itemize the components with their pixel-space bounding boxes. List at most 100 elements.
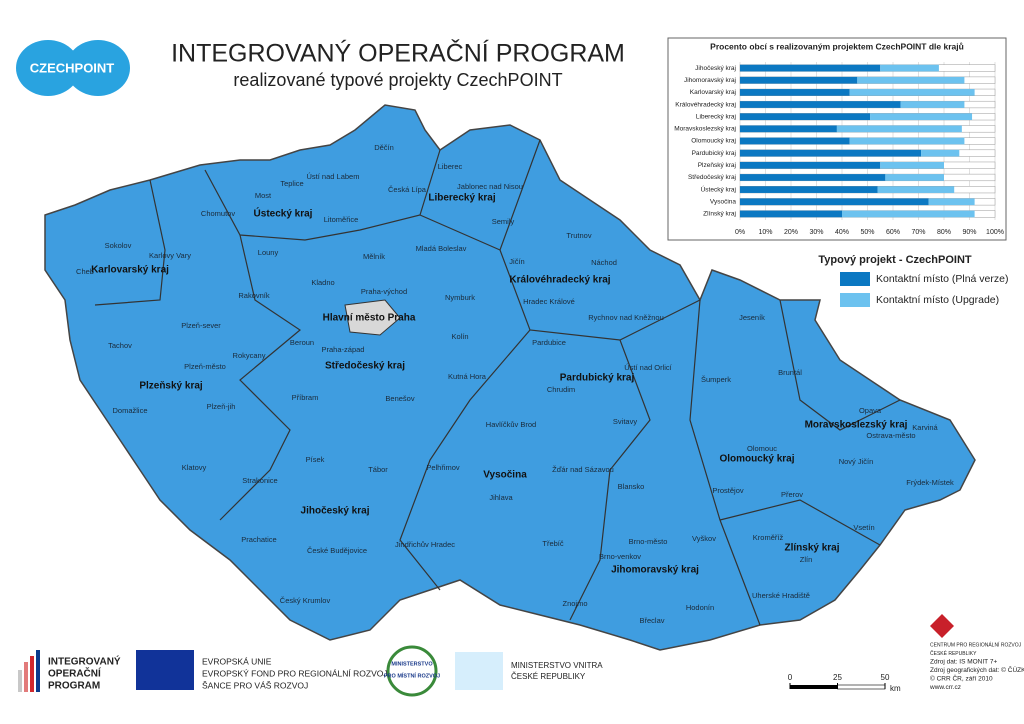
- mmr-text: PRO MÍSTNÍ ROZVOJ: [384, 671, 440, 679]
- logo: CZECHPOINT: [16, 40, 130, 96]
- district-label: Jihlava: [489, 493, 513, 502]
- credit-text: Zdroj dat: IS MONIT 7+: [930, 659, 997, 666]
- district-label: Pardubice: [532, 338, 566, 347]
- district-label: Prachatice: [241, 535, 276, 544]
- bar: [849, 137, 965, 145]
- district-label: Ostrava-město: [866, 431, 915, 440]
- y-tick-label: Vysočina: [710, 198, 737, 205]
- district-label: Rakovník: [238, 291, 270, 300]
- x-tick-label: 30%: [809, 229, 823, 236]
- district-label: Mladá Boleslav: [416, 244, 467, 253]
- x-tick-label: 40%: [835, 229, 849, 236]
- district-label: Jičín: [509, 257, 524, 266]
- logo-text: CZECHPOINT: [30, 60, 115, 75]
- district-label: Česká Lípa: [388, 185, 427, 194]
- district-label: Karviná: [912, 423, 938, 432]
- district-label: Svitavy: [613, 417, 637, 426]
- bar: [740, 210, 842, 218]
- district-label: Rokycany: [233, 351, 266, 360]
- district-label: Břeclav: [639, 616, 664, 625]
- district-label: České Budějovice: [307, 546, 367, 555]
- district-label: Pelhřimov: [426, 463, 460, 472]
- district-label: Mělník: [363, 252, 385, 261]
- district-label: Hradec Králové: [523, 297, 575, 306]
- country-shape: [44, 104, 976, 651]
- region-label: Středočeský kraj: [325, 361, 405, 372]
- district-label: Kolín: [451, 332, 468, 341]
- region-label: Hlavní město Praha: [323, 313, 416, 324]
- x-tick-label: 90%: [962, 229, 976, 236]
- legend-label: Kontaktní místo (Plná verze): [876, 273, 1008, 285]
- district-label: Havlíčkův Brod: [486, 420, 536, 429]
- district-label: Plzeň-jih: [207, 402, 236, 411]
- bar: [740, 101, 901, 108]
- district-label: Český Krumlov: [280, 596, 331, 605]
- bar: [880, 161, 944, 169]
- x-tick-label: 20%: [784, 229, 798, 236]
- district-label: Nymburk: [445, 293, 475, 302]
- x-tick-label: 100%: [986, 229, 1004, 236]
- district-label: Znojmo: [562, 599, 587, 608]
- district-label: Vsetín: [853, 523, 874, 532]
- scale-label: 50: [881, 673, 890, 682]
- scale-bar-segment: [837, 684, 886, 690]
- district-label: Sokolov: [105, 241, 132, 250]
- region-label: Královéhradecký kraj: [509, 275, 610, 286]
- district-label: Teplice: [280, 179, 303, 188]
- district-label: Klatovy: [182, 463, 207, 472]
- district-label: Cheb: [76, 267, 94, 276]
- bar: [740, 76, 858, 84]
- legend-swatch: [840, 272, 870, 286]
- district-label: Brno-venkov: [599, 552, 641, 561]
- credit-text: CENTRUM PRO REGIONÁLNÍ ROZVOJ: [930, 641, 1022, 648]
- iop-text: OPERAČNÍ: [48, 667, 101, 680]
- bar: [740, 113, 871, 121]
- bar: [836, 125, 962, 133]
- district-label: Beroun: [290, 338, 314, 347]
- district-label: Trutnov: [566, 231, 591, 240]
- y-tick-label: Olomoucký kraj: [691, 138, 736, 145]
- y-tick-label: Jihočeský kraj: [695, 65, 736, 72]
- district-label: Hodonín: [686, 603, 714, 612]
- eu-flag: [136, 650, 194, 690]
- x-tick-label: 50%: [860, 229, 874, 236]
- district-label: Olomouc: [747, 444, 777, 453]
- district-label: Opava: [859, 406, 882, 415]
- district-label: Blansko: [618, 482, 645, 491]
- bar: [885, 174, 944, 181]
- region-label: Liberecký kraj: [428, 193, 495, 204]
- bar: [900, 101, 965, 108]
- y-tick-label: Středočeský kraj: [688, 174, 736, 181]
- chart-title: Procento obcí s realizovaným projektem C…: [710, 41, 964, 51]
- scale-bar-segment: [790, 685, 838, 689]
- y-tick-label: Plzeňský kraj: [698, 162, 736, 169]
- district-label: Prostějov: [712, 486, 744, 495]
- district-label: Liberec: [438, 162, 463, 171]
- district-label: Kutná Hora: [448, 372, 487, 381]
- subtitle: realizované typové projekty CzechPOINT: [233, 70, 562, 90]
- district-label: Plzeň-sever: [181, 321, 221, 330]
- mmr-logo: [386, 645, 438, 697]
- district-label: Zlín: [800, 555, 813, 564]
- eu-text: EVROPSKÝ FOND PRO REGIONÁLNÍ ROZVOJ: [202, 668, 388, 678]
- crr-logo: [930, 614, 954, 638]
- district-label: Bruntál: [778, 368, 802, 377]
- bar: [740, 174, 886, 181]
- district-label: Praha-východ: [361, 287, 407, 296]
- district-label: Žďár nad Sázavou: [552, 465, 614, 474]
- district-label: Plzeň-město: [184, 362, 226, 371]
- y-tick-label: Zlínský kraj: [703, 211, 736, 218]
- bar: [740, 186, 878, 193]
- district-label: Brno-město: [629, 537, 668, 546]
- region-label: Plzeňský kraj: [139, 381, 203, 392]
- x-tick-label: 80%: [937, 229, 951, 236]
- prague: [344, 299, 401, 336]
- x-tick-label: 70%: [911, 229, 925, 236]
- bar: [842, 210, 975, 218]
- district-label: Uherské Hradiště: [752, 591, 810, 600]
- district-label: Louny: [258, 248, 279, 257]
- district-label: Jablonec nad Nisou: [457, 182, 523, 191]
- district-label: Jeseník: [739, 313, 765, 322]
- mv-text: MINISTERSTVO VNITRA: [511, 661, 603, 670]
- district-label: Ústí nad Orlicí: [624, 363, 672, 372]
